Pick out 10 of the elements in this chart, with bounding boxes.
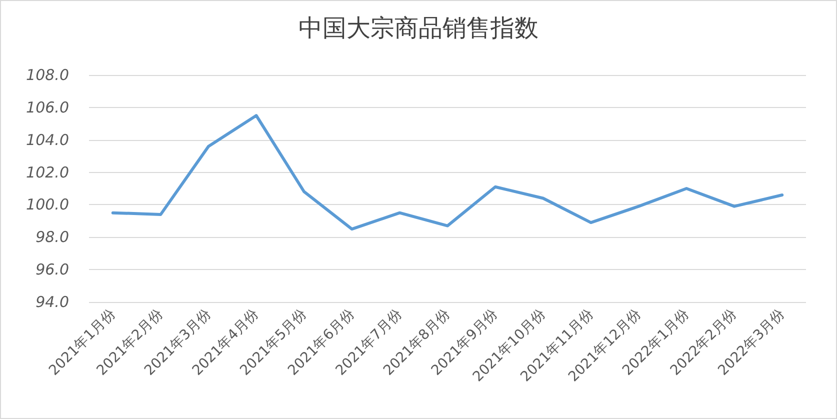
y-tick-label: 96.0 (36, 260, 69, 279)
y-tick-label: 104.0 (26, 130, 69, 149)
y-tick-label: 94.0 (36, 293, 69, 311)
y-tick-label: 102.0 (26, 163, 69, 182)
y-tick-label: 108.0 (26, 66, 69, 84)
line-series (111, 114, 784, 231)
y-tick-label: 100.0 (26, 196, 69, 214)
chart-title: 中国大宗商品销售指数 (298, 14, 538, 42)
y-tick-label: 106.0 (26, 98, 69, 116)
y-tick-label: 98.0 (36, 228, 69, 246)
